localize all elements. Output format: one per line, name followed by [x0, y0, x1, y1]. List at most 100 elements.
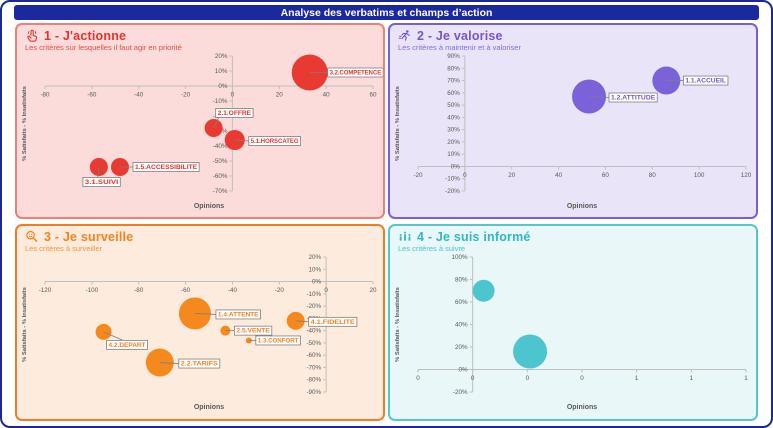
bubble-label-box	[682, 75, 729, 86]
quadrant-header: 3 - Je surveille	[17, 226, 383, 244]
y-tick-label: 20%	[215, 53, 228, 60]
x-tick-label: -60	[181, 287, 191, 294]
x-tick-label: 20	[369, 287, 377, 294]
y-tick-label: 0%	[312, 279, 322, 286]
y-tick-label: -50%	[306, 340, 321, 347]
bubble-chart-surveille: -120 -100 -80 -60 -40 -20 0 20 20% 10% 0% -10% -20% -…	[22, 254, 377, 411]
y-tick-label: -70%	[306, 364, 321, 371]
y-tick-label: -20%	[445, 188, 460, 195]
x-tick-label: -120	[39, 287, 52, 294]
magnifier-face-icon	[25, 230, 39, 244]
bubble-label-box	[233, 325, 273, 336]
x-tick-label: 0	[463, 172, 467, 179]
y-tick-label: 10%	[447, 151, 460, 158]
bubble-label: 2.5.VENTE	[236, 329, 269, 335]
bubble-point-0[interactable]	[472, 279, 495, 302]
bubble-chart-informe: 0 0 0 0 1 1 1 100% 80% 60% 40% 20% 0% -20% Opinions % S…	[395, 254, 748, 411]
x-tick-label: -40	[228, 287, 238, 294]
bubble-label: 1.1.ACCUEIL	[685, 79, 726, 85]
x-tick-label: 20	[508, 172, 516, 179]
label-leader-line	[213, 117, 220, 129]
quadrant-subtitle: Les critères sur lesquelles il faut agir…	[25, 43, 182, 52]
y-tick-label: 100%	[452, 254, 469, 261]
y-tick-label: 20%	[309, 254, 322, 261]
bubble-label-box	[248, 136, 301, 146]
quadrant-surveille: 3 - Je surveille Les critères à surveill…	[15, 224, 385, 421]
bubble-label: 2.1.OFFRE	[218, 111, 251, 117]
y-tick-label: 20%	[447, 139, 460, 146]
x-tick-label: -20	[413, 172, 423, 179]
y-tick-label: 30%	[447, 127, 460, 134]
bubble-label: 3.1.SUIVI	[85, 180, 119, 186]
window-title: Analyse des verbatims et champs d’action	[280, 6, 493, 19]
bubble-point-1[interactable]	[513, 334, 548, 369]
bubble-4.1.FIDELITE[interactable]	[286, 311, 305, 330]
quadrant-subtitle: Les critères à maintenir et à valoriser	[398, 43, 521, 52]
bubble-label: 1.2.ATTITUDE	[611, 96, 655, 102]
x-tick-label: 60	[369, 92, 377, 99]
y-tick-label: 0%	[218, 83, 228, 90]
y-tick-label: 40%	[455, 322, 468, 329]
bubble-label: 4.2.DEPART	[109, 343, 146, 349]
label-leader-line	[589, 96, 610, 98]
label-leader-line	[103, 331, 124, 341]
bubble-label: 1.5.ACCESSIBILITE	[135, 165, 197, 171]
x-tick-label: -20	[181, 92, 191, 99]
label-leader-line	[295, 320, 309, 323]
bubble-label-box	[106, 339, 148, 350]
x-tick-label: -20	[275, 287, 285, 294]
y-tick-label: 80%	[455, 277, 468, 284]
y-tick-label: -20%	[306, 303, 321, 310]
quadrant-informe: 4 - Je suis informé Les critères à suivr…	[388, 224, 758, 421]
x-tick-label: 60	[602, 172, 610, 179]
x-axis-title: Opinions	[194, 404, 224, 411]
bubble-label-box	[82, 177, 121, 187]
x-axis-title: Opinions	[194, 203, 224, 210]
label-leader-line	[159, 362, 179, 364]
y-tick-label: -80%	[306, 377, 321, 384]
y-axis-title: % Satisfaits - % Insatisfaits	[22, 86, 28, 161]
quadrant-header: 4 - Je suis informé	[390, 226, 756, 244]
x-tick-label: 0	[526, 375, 530, 382]
x-tick-label: 0	[580, 375, 584, 382]
y-tick-label: -20%	[453, 389, 468, 396]
quadrant-valorise: 2 - Je valorise Les critères à maintenir…	[388, 23, 758, 219]
bubble-chart-actionne: -80-60-40-20020406020%10%0%-10%-20%-30%-…	[22, 53, 383, 210]
window-title-bar: Analyse des verbatims et champs d’action	[14, 5, 759, 20]
x-tick-label: 0	[324, 287, 328, 294]
quadrant-title: 3 - Je surveille	[44, 230, 134, 244]
y-tick-label: 70%	[447, 78, 460, 85]
y-tick-label: -10%	[445, 176, 460, 183]
y-tick-label: 10%	[215, 68, 228, 75]
bubble-label-box	[215, 309, 261, 320]
y-tick-label: -40%	[306, 328, 321, 335]
bubble-label-box	[608, 92, 658, 103]
bubble-label: 1.3.CONFORT	[258, 339, 299, 345]
quadrant-title: 4 - Je suis informé	[417, 230, 531, 244]
bubble-label: 5.1.HORSCATEG	[251, 139, 299, 145]
y-tick-label: -10%	[306, 291, 321, 298]
y-axis-title: % Satisfaits - % Insatisfaits	[22, 287, 28, 362]
quadrant-header: 1 - J'actionne	[17, 25, 383, 43]
y-tick-label: 80%	[447, 65, 460, 72]
x-tick-label: 1	[635, 375, 639, 382]
y-tick-label: 10%	[309, 266, 322, 273]
y-axis-title: % Satisfaits - % Insatisfaits	[395, 287, 401, 362]
people-icon	[398, 230, 412, 244]
bubble-label-box	[327, 67, 383, 78]
bubble-label: 3.2.COMPETENCE	[330, 71, 381, 77]
x-tick-label: -80	[40, 92, 50, 99]
bubble-label-box	[215, 108, 254, 118]
x-tick-label: 40	[555, 172, 563, 179]
x-tick-label: 20	[276, 92, 284, 99]
quadrant-subtitle: Les critères à surveiller	[25, 244, 103, 253]
x-tick-label: 0	[416, 375, 420, 382]
x-axis-title: Opinions	[567, 404, 597, 411]
y-tick-label: -70%	[213, 188, 228, 195]
y-tick-label: -60%	[306, 352, 321, 359]
bubble-label: 1.4.ATTENTE	[218, 313, 259, 319]
bubble-1.4.ATTENTE[interactable]	[178, 297, 211, 330]
y-tick-label: -40%	[213, 143, 228, 150]
bubble-label-box	[308, 316, 358, 327]
x-tick-label: 80	[649, 172, 657, 179]
